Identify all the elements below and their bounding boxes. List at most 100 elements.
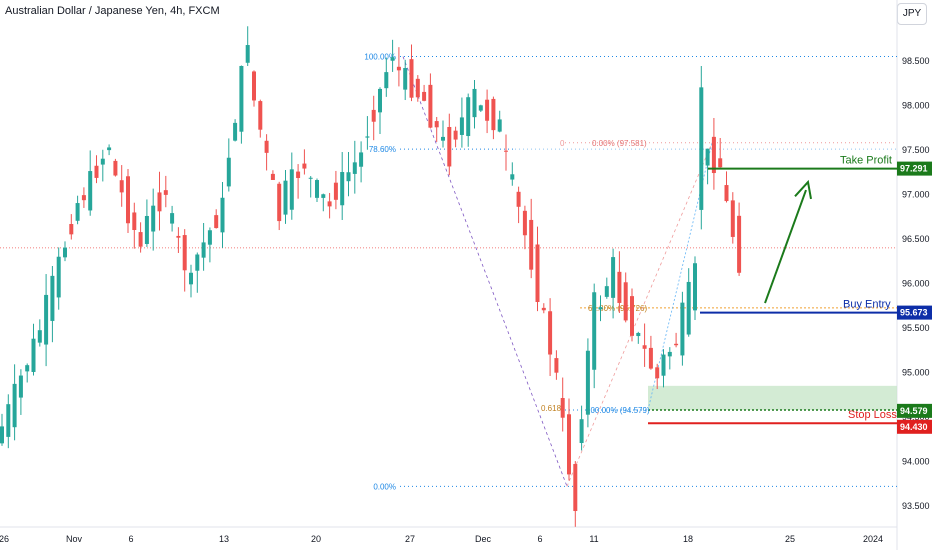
candle-body: [352, 162, 357, 174]
candle-body: [529, 219, 534, 270]
time-tick-label: 25: [785, 534, 795, 544]
candle-body: [604, 286, 609, 297]
candle-body: [283, 180, 288, 215]
candle-body: [428, 84, 433, 128]
candle-body: [0, 426, 4, 444]
fib-level-label: 78.60%: [369, 145, 396, 154]
fib2-label: 0.618: [541, 404, 562, 413]
candle-body: [277, 183, 282, 222]
time-tick-label: 6: [537, 534, 542, 544]
candle-body: [245, 45, 250, 63]
candle-body: [724, 185, 729, 202]
candle-body: [478, 105, 483, 111]
candle-body: [466, 97, 471, 137]
price-tick-label: 94.000: [902, 457, 930, 467]
candle-body: [37, 330, 42, 343]
candle-body: [207, 230, 212, 245]
candle-body: [522, 210, 527, 236]
candle-body: [182, 235, 187, 271]
chart-title: Australian Dollar / Japanese Yen, 4h, FX…: [5, 5, 220, 17]
candle-body: [94, 165, 99, 178]
candle-body: [12, 383, 17, 428]
candle-body: [441, 136, 445, 141]
candle-body: [346, 172, 351, 182]
candle-body: [371, 109, 376, 122]
time-tick-label: 2024: [863, 534, 883, 544]
candle-body: [189, 272, 193, 285]
fib2-label: 61.80% (95.726): [588, 304, 647, 313]
candle-body: [220, 197, 225, 233]
support-zone: [648, 385, 897, 410]
candle-body: [296, 171, 301, 178]
stop-loss-label: Stop Loss: [848, 409, 897, 421]
candle-body: [541, 307, 546, 311]
candle-body: [611, 257, 616, 298]
candle-body: [567, 414, 571, 475]
candle-body: [491, 98, 496, 131]
candle-body: [655, 367, 660, 379]
time-tick-label: 11: [589, 534, 598, 544]
time-tick-label: Dec: [475, 534, 492, 544]
time-tick-label: 6: [128, 534, 133, 544]
candle-body: [648, 347, 653, 369]
candle-body: [504, 150, 508, 152]
buy-entry-tag-bg: [897, 305, 932, 320]
fib-level-label: 100.00%: [364, 53, 396, 62]
candle-body: [453, 130, 458, 140]
time-tick-label: 27: [405, 534, 415, 544]
candle-body: [548, 311, 553, 355]
candle-body: [163, 190, 168, 195]
candle-body: [667, 351, 672, 357]
candle-body: [315, 180, 319, 198]
candle-body: [686, 281, 691, 335]
stop-loss-tag-bg: [897, 419, 932, 434]
candle-body: [107, 147, 112, 151]
price-tick-label: 96.500: [902, 234, 930, 244]
candle-body: [535, 244, 540, 303]
candle-body: [459, 117, 464, 135]
candle-body: [321, 194, 326, 198]
candle-body: [31, 338, 36, 372]
target-arrow: [764, 189, 807, 304]
candle-body: [195, 254, 200, 271]
candle-body: [214, 215, 219, 229]
candle-body: [359, 152, 364, 167]
candle-body: [100, 158, 105, 165]
time-tick-label: 18: [683, 534, 693, 544]
candle-body: [585, 350, 590, 415]
candle-body: [699, 87, 704, 210]
fib-diagonal: [402, 56, 568, 487]
time-tick-label: Nov: [66, 534, 83, 544]
fib2-diagonal: [566, 142, 713, 487]
candle-body: [126, 176, 130, 224]
target-arrow-head: [794, 179, 812, 200]
candle-body: [252, 71, 256, 101]
candle-body: [485, 99, 490, 121]
take-profit-label: Take Profit: [840, 155, 892, 167]
candle-body: [308, 177, 313, 179]
candle-body: [592, 292, 597, 370]
candle-body: [264, 140, 269, 153]
candle-body: [560, 398, 565, 418]
candle-body: [88, 171, 93, 211]
candle-body: [50, 275, 55, 321]
candle-body: [138, 232, 143, 247]
candle-body: [258, 101, 263, 130]
candle-body: [516, 191, 521, 207]
fib2-label: 0.00% (97.581): [592, 139, 647, 148]
candle-body: [340, 172, 345, 206]
candle-body: [737, 215, 742, 273]
take-profit-tag: 97.291: [900, 164, 928, 174]
candle-body: [403, 68, 408, 90]
candle-body: [510, 174, 515, 180]
price-tick-label: 95.000: [902, 368, 930, 378]
candle-body: [661, 354, 666, 376]
candle-body: [705, 148, 710, 166]
candle-body: [69, 224, 74, 235]
fib-level-label: 0.00%: [373, 482, 396, 491]
time-tick-label: 26: [0, 534, 9, 544]
candle-body: [56, 256, 61, 298]
candle-body: [447, 126, 452, 167]
candle-body: [396, 66, 401, 71]
